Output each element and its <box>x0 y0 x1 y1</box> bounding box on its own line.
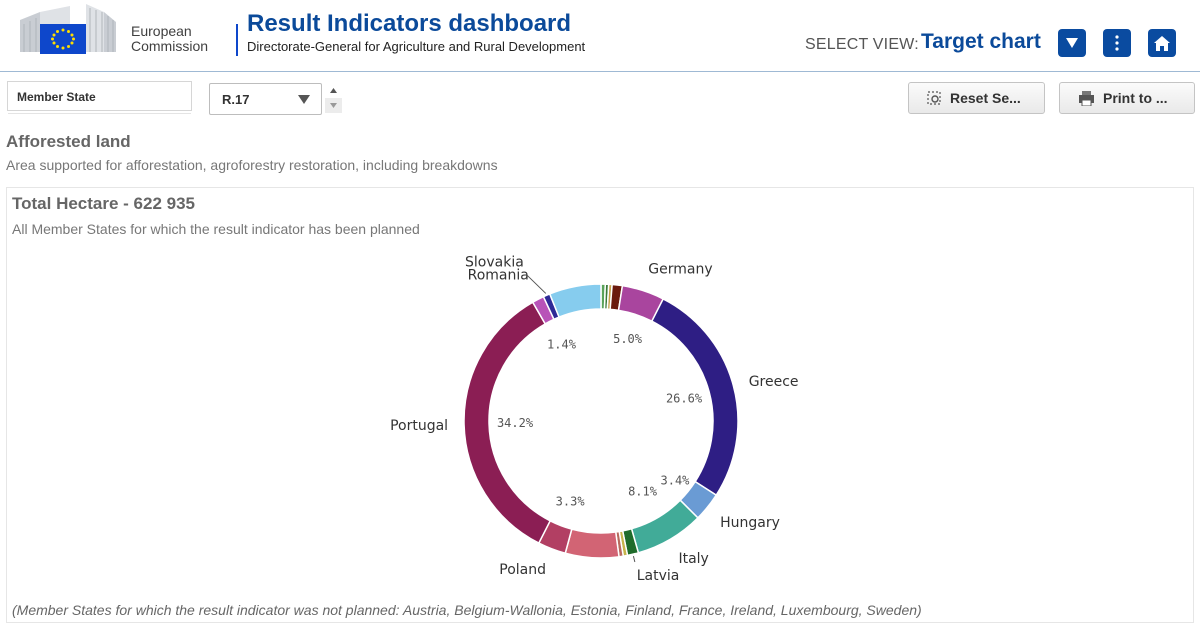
caret-down-icon <box>330 103 337 108</box>
category-label-italy: Italy <box>678 551 708 567</box>
category-label-greece: Greece <box>749 374 799 390</box>
menu-button[interactable] <box>1103 29 1131 57</box>
data-label-poland: 3.3% <box>556 494 586 508</box>
print-label: Print to ... <box>1103 90 1168 106</box>
select-view-label: SELECT VIEW: <box>805 36 919 53</box>
logo-text: European Commission <box>131 24 208 54</box>
data-label-portugal: 34.2% <box>497 416 534 430</box>
indicator-stepper[interactable] <box>325 83 342 115</box>
chart-title: Total Hectare - 622 935 <box>12 194 195 213</box>
pie-slice-italy[interactable] <box>630 499 699 554</box>
view-dropdown-button[interactable] <box>1058 29 1086 57</box>
printer-icon <box>1079 90 1094 106</box>
reset-selections-label: Reset Se... <box>950 90 1021 106</box>
category-label-hungary: Hungary <box>720 515 780 531</box>
indicator-select[interactable]: R.17 <box>209 83 322 115</box>
app-header: European Commission Result Indicators da… <box>0 0 1200 72</box>
data-label-hungary: 3.4% <box>661 474 691 488</box>
data-label-greece: 26.6% <box>666 392 703 406</box>
logo-divider <box>236 24 238 56</box>
page-subtitle: Directorate-General for Agriculture and … <box>247 39 586 54</box>
reset-selection-icon <box>927 91 941 105</box>
category-label-portugal: Portugal <box>390 418 448 434</box>
data-label-germany: 5.0% <box>613 332 643 346</box>
logo-line-2: Commission <box>131 38 209 54</box>
pie-slice-segment-11[interactable] <box>564 528 620 559</box>
home-button[interactable] <box>1148 29 1176 57</box>
category-label-germany: Germany <box>648 261 712 277</box>
category-label-romania: Romania <box>468 268 529 284</box>
donut-chart[interactable]: 5.0% Germany 26.6% Greece 3.4% Hungary 8.1% Ita… <box>7 188 1193 598</box>
commission-building-logo <box>18 2 128 66</box>
leader-line-slovakia <box>527 275 547 294</box>
data-label-italy: 8.1% <box>628 485 658 499</box>
data-label-romania: 1.4% <box>547 338 577 352</box>
category-label-poland: Poland <box>499 562 546 578</box>
eu-flag-icon <box>20 4 116 54</box>
home-icon <box>1154 35 1170 51</box>
page-title: Result Indicators dashboard <box>247 10 572 37</box>
member-state-filter[interactable]: Member State <box>7 81 192 114</box>
member-state-label: Member State <box>17 90 96 104</box>
chevron-down-icon <box>298 95 310 104</box>
stepper-up-button[interactable] <box>325 83 342 98</box>
chart-panel: Total Hectare - 622 935 All Member State… <box>6 187 1194 623</box>
stepper-down-button[interactable] <box>325 98 342 113</box>
logo-line-1: European <box>131 23 192 39</box>
reset-selections-button[interactable]: Reset Se... <box>908 82 1045 114</box>
european-commission-logo[interactable]: European Commission <box>18 2 238 66</box>
caret-up-icon <box>330 88 337 93</box>
more-vertical-icon <box>1115 35 1119 51</box>
kpi-subtitle: Area supported for afforestation, agrofo… <box>6 157 498 173</box>
print-button[interactable]: Print to ... <box>1059 82 1195 114</box>
pie-slice-segment-16[interactable] <box>548 283 602 319</box>
select-view-value[interactable]: Target chart <box>921 30 1041 53</box>
category-label-latvia: Latvia <box>637 568 680 584</box>
category-label-slovakia: Slovakia <box>465 254 524 270</box>
chart-footnote: (Member States for which the result indi… <box>12 602 922 618</box>
leader-line-latvia <box>632 556 636 563</box>
kpi-title: Afforested land <box>6 132 131 151</box>
chart-subtitle: All Member States for which the result i… <box>12 221 420 237</box>
indicator-select-value: R.17 <box>222 92 250 107</box>
chevron-down-icon <box>1066 38 1078 48</box>
